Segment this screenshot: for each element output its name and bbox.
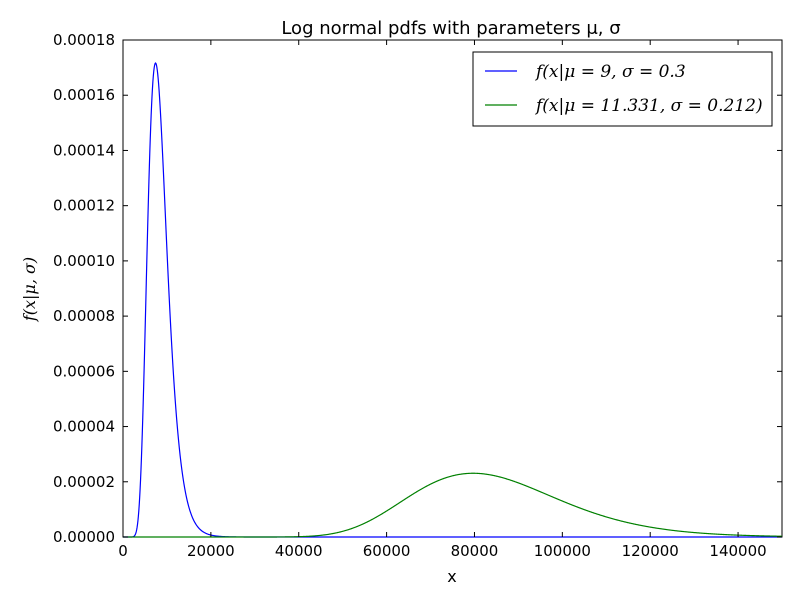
y-tick-label: 0.00014 — [53, 141, 115, 159]
y-tick-label: 0.00010 — [53, 252, 115, 270]
legend-entries: f(x|μ = 9, σ = 0.3 f(x|μ = 11.331, σ = 0.… — [485, 62, 763, 116]
x-tick-label: 120000 — [622, 542, 679, 560]
y-tick-label: 0.00018 — [53, 31, 115, 49]
legend: f(x|μ = 9, σ = 0.3 f(x|μ = 11.331, σ = 0.… — [472, 51, 773, 127]
x-axis-label: x — [447, 567, 456, 586]
series-line-1 — [123, 62, 782, 538]
y-tick-label: 0.00012 — [53, 197, 115, 215]
chart-title: Log normal pdfs with parameters μ, σ — [281, 18, 620, 39]
x-axis-ticks: 0 20000 40000 60000 80000 100000 120000 140000 — [118, 40, 767, 560]
y-tick-label: 0.00004 — [53, 418, 115, 436]
y-tick-label: 0.00008 — [53, 307, 115, 325]
series-layer — [123, 62, 782, 538]
y-tick-label: 0.00006 — [53, 362, 115, 380]
plot-area: 0 20000 40000 60000 80000 100000 120000 140000 … — [53, 31, 783, 560]
x-tick-label: 20000 — [187, 542, 235, 560]
x-tick-label: 60000 — [363, 542, 411, 560]
x-tick-label: 80000 — [451, 542, 499, 560]
y-tick-label: 0.00002 — [53, 473, 115, 491]
x-tick-label: 140000 — [709, 542, 766, 560]
x-tick-label: 0 — [118, 542, 128, 560]
y-tick-label: 0.00016 — [53, 86, 115, 104]
x-tick-label: 40000 — [275, 542, 323, 560]
legend-label-2: f(x|μ = 11.331, σ = 0.212) — [534, 96, 763, 116]
legend-box — [472, 51, 773, 127]
legend-label-1: f(x|μ = 9, σ = 0.3 — [534, 62, 686, 82]
x-tick-label: 100000 — [534, 542, 591, 560]
series-line-2 — [123, 472, 782, 538]
y-axis-label: f(x|μ, σ) — [20, 257, 39, 322]
y-axis-ticks: 0.00000 0.00002 0.00004 0.00006 0.00008 0.000… — [53, 31, 782, 546]
y-tick-label: 0.00000 — [53, 528, 115, 546]
